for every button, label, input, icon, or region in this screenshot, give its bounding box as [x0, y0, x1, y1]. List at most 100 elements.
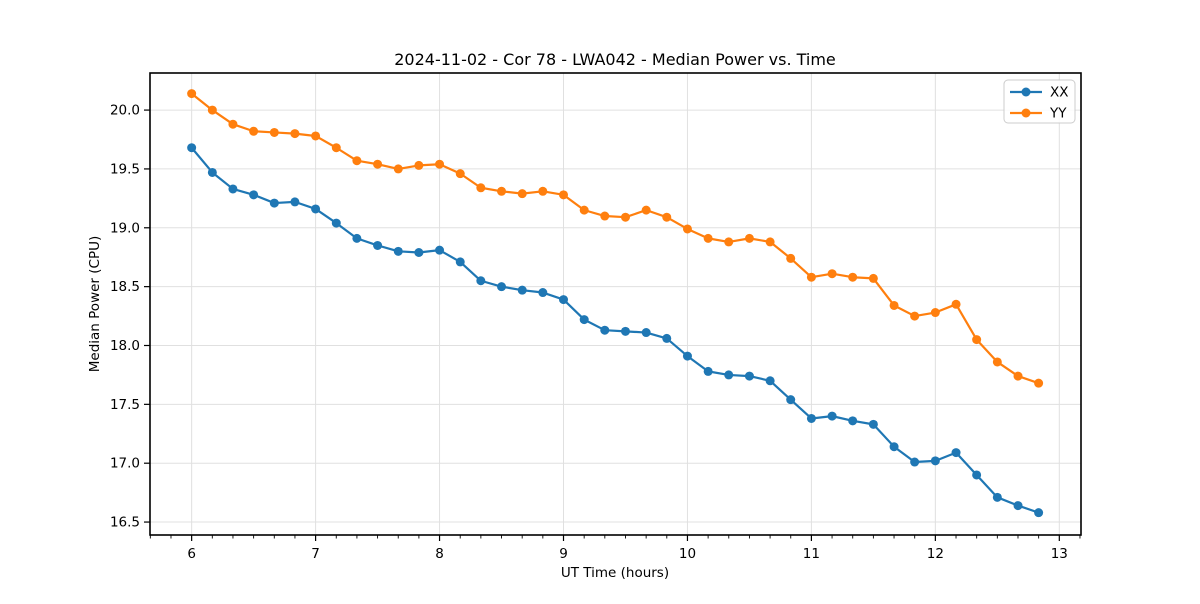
legend: XX YY: [1003, 79, 1076, 124]
data-point-yy: [249, 126, 259, 136]
data-point-yy: [951, 299, 961, 309]
data-point-yy: [393, 164, 403, 174]
data-point-xx: [517, 285, 527, 295]
data-point-xx: [786, 395, 796, 405]
data-point-xx: [414, 248, 424, 258]
y-tick-label: 17.0: [110, 456, 140, 472]
data-point-yy: [806, 272, 816, 282]
data-point-xx: [455, 257, 465, 267]
data-point-xx: [331, 218, 341, 228]
data-point-yy: [662, 212, 672, 222]
data-point-xx: [703, 366, 713, 376]
y-tick-label: 18.5: [110, 279, 140, 295]
axes-frame: [149, 72, 1082, 536]
y-tick-label: 16.5: [110, 515, 140, 531]
data-point-xx: [827, 411, 837, 421]
data-point-yy: [744, 233, 754, 243]
data-point-xx: [868, 419, 878, 429]
data-point-yy: [724, 237, 734, 247]
data-point-yy: [972, 335, 982, 345]
data-point-yy: [827, 269, 837, 279]
y-tick-label: 20.0: [110, 103, 140, 119]
legend-label-yy: YY: [1049, 106, 1067, 122]
x-tick-label: 11: [803, 546, 820, 562]
data-point-yy: [187, 89, 197, 99]
data-point-xx: [910, 457, 920, 467]
axis-ticks: [144, 109, 1081, 541]
data-point-xx: [930, 456, 940, 466]
data-point-yy: [331, 143, 341, 153]
data-point-yy: [414, 160, 424, 170]
y-axis-label: Median Power (CPU): [87, 236, 103, 372]
grid-lines: [150, 73, 1081, 535]
data-point-xx: [682, 351, 692, 361]
tick-labels: 6 7 8 9 10 11 12 13 16.5 17.0 17.5 18.0 18.5 19.0 19.5…: [110, 103, 1068, 562]
y-tick-label: 18.0: [110, 338, 140, 354]
legend-marker-xx: [1021, 87, 1031, 97]
data-point-xx: [765, 376, 775, 386]
data-point-xx: [538, 288, 548, 298]
data-point-yy: [435, 159, 445, 169]
data-point-yy: [476, 183, 486, 193]
data-point-yy: [228, 119, 238, 129]
data-point-yy: [1013, 371, 1023, 381]
data-point-yy: [517, 189, 527, 199]
data-point-yy: [538, 186, 548, 196]
data-point-xx: [187, 143, 197, 153]
data-point-xx: [290, 197, 300, 207]
data-point-xx: [662, 333, 672, 343]
data-point-xx: [724, 370, 734, 380]
data-point-xx: [559, 295, 569, 305]
x-tick-label: 9: [559, 546, 568, 562]
data-point-xx: [848, 416, 858, 426]
data-point-yy: [600, 211, 610, 221]
data-point-yy: [269, 127, 279, 137]
data-point-yy: [352, 156, 362, 166]
data-point-yy: [579, 205, 589, 215]
x-tick-label: 8: [435, 546, 444, 562]
x-tick-label: 10: [679, 546, 696, 562]
data-point-yy: [930, 308, 940, 318]
data-point-yy: [703, 233, 713, 243]
data-series: [187, 89, 1044, 518]
data-point-xx: [497, 282, 507, 292]
data-point-yy: [207, 105, 217, 115]
x-tick-label: 12: [927, 546, 944, 562]
data-point-xx: [373, 240, 383, 250]
data-point-xx: [207, 167, 217, 177]
legend-marker-yy: [1021, 108, 1031, 118]
data-point-yy: [682, 224, 692, 234]
data-point-yy: [311, 131, 321, 141]
data-point-xx: [269, 198, 279, 208]
y-tick-label: 19.5: [110, 161, 140, 177]
data-point-xx: [972, 470, 982, 480]
data-point-yy: [373, 159, 383, 169]
data-point-yy: [620, 212, 630, 222]
data-point-yy: [497, 186, 507, 196]
data-point-xx: [228, 184, 238, 194]
x-tick-label: 6: [187, 546, 196, 562]
data-point-xx: [435, 245, 445, 255]
data-point-xx: [806, 413, 816, 423]
x-tick-label: 7: [311, 546, 320, 562]
data-point-yy: [848, 272, 858, 282]
data-point-xx: [249, 190, 259, 200]
data-point-yy: [889, 300, 899, 310]
data-point-xx: [992, 492, 1002, 502]
data-point-xx: [889, 442, 899, 452]
series-line-xx: [190, 147, 1039, 514]
data-point-xx: [620, 326, 630, 336]
data-point-xx: [951, 448, 961, 458]
data-point-yy: [910, 311, 920, 321]
y-tick-label: 19.0: [110, 220, 140, 236]
data-point-xx: [352, 233, 362, 243]
data-point-xx: [476, 276, 486, 286]
x-tick-label: 13: [1051, 546, 1068, 562]
y-tick-label: 17.5: [110, 397, 140, 413]
data-point-yy: [765, 237, 775, 247]
x-axis-label: UT Time (hours): [561, 565, 669, 581]
data-point-xx: [1013, 501, 1023, 511]
data-point-yy: [1034, 378, 1044, 388]
